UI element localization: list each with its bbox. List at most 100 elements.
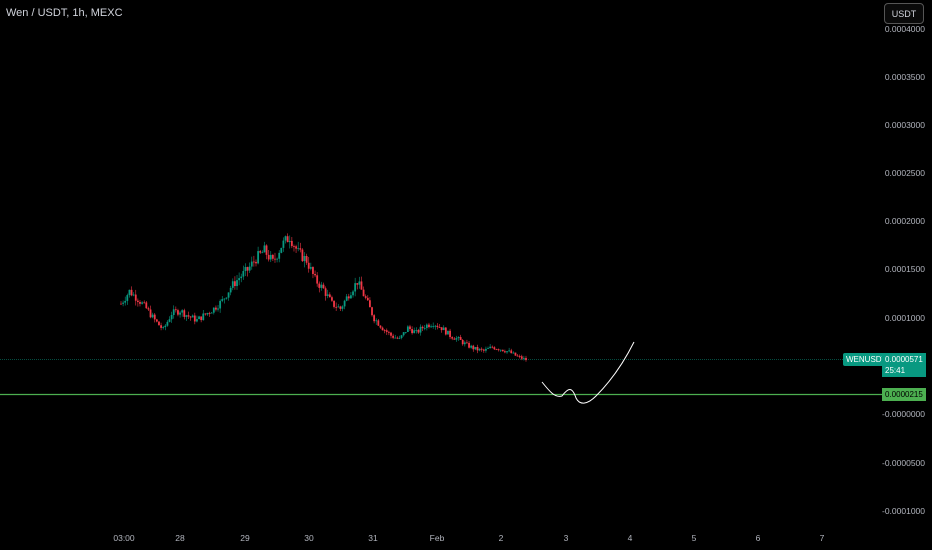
candle-body [280,247,283,253]
candle-body [381,327,384,331]
candle-body [240,276,243,279]
candle-body [510,350,513,354]
candle-body [267,254,270,260]
candle-body [453,338,456,340]
x-tick-label: 6 [755,533,761,543]
candle-body [151,314,154,318]
candle-body [356,283,359,285]
candle-body [250,261,253,267]
candle-body [168,319,171,322]
currency-button[interactable]: USDT [884,3,924,24]
candle-body [200,316,203,321]
candle-body [463,342,466,345]
candle-body [212,307,215,313]
y-tick-label: 0.0003000 [884,120,925,130]
candle-body [493,347,496,350]
candle-body [432,326,435,328]
candle-body [459,337,462,340]
candle-body [438,327,441,328]
candle-body [141,302,143,304]
candle-body [400,335,403,338]
candle-body [371,307,373,316]
y-tick-label: 0.0002500 [884,168,925,178]
x-tick-label: 7 [819,533,825,543]
candle-body [149,309,152,318]
candle-body [430,326,432,328]
support-level-tag: 0.0000215 [882,388,926,401]
candle-body [314,273,316,276]
candle-body [290,240,293,247]
candle-body [177,310,179,315]
candle-body [434,325,437,327]
x-tick-label: 4 [627,533,633,543]
candle-body [246,267,249,271]
candle-body [385,330,388,332]
projection-drawing[interactable] [541,341,635,404]
y-tick-label: -0.0001000 [881,506,925,516]
candle-body [288,240,291,243]
candle-body [409,326,411,330]
candle-body [293,246,295,247]
candle-body [242,271,245,277]
candle-body [449,330,451,338]
candle-body [269,254,272,260]
y-tick-label: 0.0001500 [884,264,925,274]
x-tick-label: 3 [563,533,569,543]
y-tick-label: 0.0003500 [884,72,925,82]
candle-body [335,306,338,308]
candle-body [191,315,194,318]
candle-body [147,308,150,310]
candle-body [468,342,470,348]
candle-body [162,327,165,328]
candle-body [333,300,335,307]
y-tick-label: 0.0002000 [884,216,925,226]
candle-body [274,258,276,260]
candle-body [236,280,238,287]
candle-body [485,348,487,351]
candle-body [497,349,500,351]
candle-body [259,251,262,253]
x-tick-label: 30 [304,533,314,543]
candle-body [341,306,344,309]
candle-body [189,316,192,318]
candle-body [343,300,346,307]
x-tick-label: 28 [175,533,185,543]
candle-body [324,288,327,296]
candle-body [358,281,361,285]
candle-body [457,337,460,339]
candle-body [307,262,310,269]
symbol-tag: WENUSDT [843,353,890,366]
x-tick-label: 31 [368,533,378,543]
candle-body [297,248,300,250]
candle-body [303,255,306,262]
candle-body [252,261,255,263]
candle-body [369,300,371,308]
candle-body [444,327,447,335]
candle-body [120,303,122,305]
x-tick-label: 2 [498,533,504,543]
candle-body [425,324,428,328]
candle-body [204,313,207,315]
candle-body [362,289,365,297]
candle-body [263,245,266,253]
candle-body [128,289,131,296]
candle-body [337,306,340,308]
candle-body [312,267,314,274]
candle-body [451,337,454,339]
candle-body [164,325,167,328]
candle-body [366,297,369,301]
candle-body [231,281,234,288]
candle-body [295,246,297,249]
candle-body [286,236,289,243]
candle-body [160,325,162,328]
candle-body [440,327,443,331]
candle-body [520,356,523,359]
candle-body [130,289,133,296]
candlestick-series [120,233,527,362]
candle-body [219,300,222,309]
candle-body [174,309,177,311]
candle-body [489,346,492,349]
candle-body [326,294,329,296]
candle-body [181,310,184,313]
